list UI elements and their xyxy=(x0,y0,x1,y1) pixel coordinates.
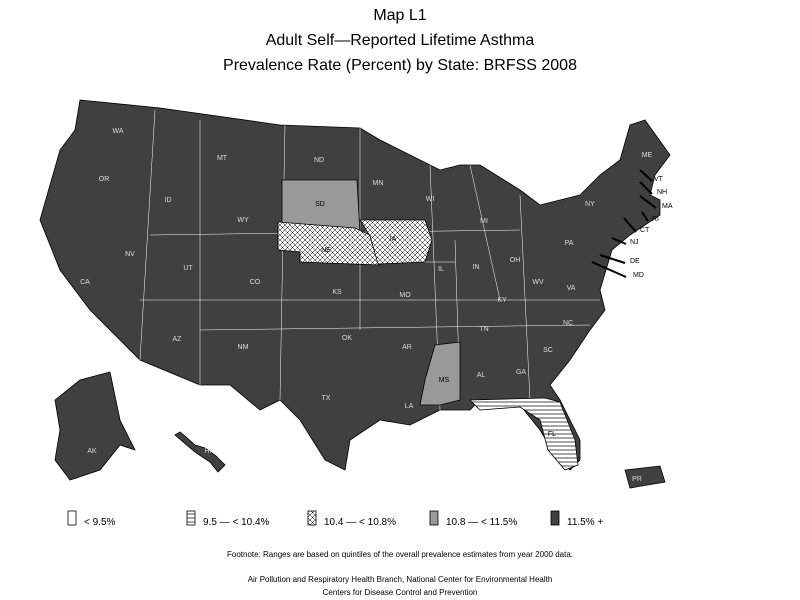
state-label: WI xyxy=(426,196,435,203)
state-border xyxy=(519,194,531,401)
state-shape xyxy=(54,371,136,481)
state-label: NJ xyxy=(630,239,639,246)
state-label: WV xyxy=(532,279,544,286)
state-label: NM xyxy=(238,344,249,351)
state-label: MI xyxy=(480,218,488,225)
leader-line xyxy=(611,237,627,245)
legend-label: 10.8 — < 11.5% xyxy=(446,517,517,528)
state-label: ID xyxy=(165,197,172,204)
state-label: AR xyxy=(402,344,412,351)
state-label: TX xyxy=(322,395,331,402)
state-label: ND xyxy=(314,157,324,164)
state-label: ME xyxy=(642,152,653,159)
state-label: MA xyxy=(662,203,673,210)
state-label: CT xyxy=(640,227,650,234)
legend-swatch xyxy=(550,510,560,526)
state-label: VA xyxy=(567,285,576,292)
state-label: MS xyxy=(439,377,450,384)
state-shape xyxy=(359,219,433,265)
state-label: SC xyxy=(543,347,553,354)
legend-label: 11.5% + xyxy=(567,517,603,528)
state-label: CO xyxy=(250,279,261,286)
state-border xyxy=(279,124,286,401)
state-label: WY xyxy=(237,217,249,224)
state-label: NC xyxy=(563,320,573,327)
leader-line xyxy=(623,217,637,233)
state-label: AZ xyxy=(173,336,183,343)
state-label: IN xyxy=(473,264,480,271)
state-label: GA xyxy=(516,369,526,376)
state-label: AK xyxy=(87,448,97,455)
legend-swatch xyxy=(307,510,317,526)
title-line: Prevalence Rate (Percent) by State: BRFS… xyxy=(223,57,577,74)
mainland xyxy=(39,99,671,471)
state-label: NH xyxy=(657,189,667,196)
state-shape xyxy=(277,221,381,266)
state-label: IL xyxy=(438,266,444,273)
state-label: NE xyxy=(321,247,331,254)
legend-label: 9.5 — < 10.4% xyxy=(203,517,270,528)
state-label: CA xyxy=(80,279,90,286)
credit-line: Air Pollution and Respiratory Health Bra… xyxy=(248,575,553,584)
footnote: Footnote: Ranges are based on quintiles … xyxy=(227,550,573,559)
state-border xyxy=(469,164,501,301)
state-label: PR xyxy=(632,476,642,483)
state-label: AL xyxy=(477,372,486,379)
legend-swatch xyxy=(67,510,77,526)
leader-line xyxy=(639,169,653,182)
title-line: Map L1 xyxy=(373,7,426,24)
state-label: MO xyxy=(399,292,411,299)
state-label: PA xyxy=(565,240,574,247)
state-label: NV xyxy=(125,251,135,258)
state-shape xyxy=(624,465,666,489)
leader-line xyxy=(591,261,627,278)
state-label: OH xyxy=(510,257,521,264)
state-label: MD xyxy=(633,272,644,279)
state-shape xyxy=(174,431,226,473)
state-shape xyxy=(419,341,461,406)
state-label: MT xyxy=(217,155,228,162)
state-label: VT xyxy=(654,176,664,183)
state-label: OR xyxy=(99,176,110,183)
credit-line: Centers for Disease Control and Preventi… xyxy=(323,588,478,597)
state-label: HI xyxy=(205,448,212,455)
state-label: UT xyxy=(183,265,193,272)
state-label: KS xyxy=(332,289,342,296)
state-label: MN xyxy=(373,180,384,187)
state-label: SD xyxy=(315,201,325,208)
legend: < 9.5% 9.5 — < 10.4% 10.4 — < 10.8% 10.8 — … xyxy=(67,510,603,528)
state-border xyxy=(139,109,156,361)
state-label: NY xyxy=(585,201,595,208)
state-label: DE xyxy=(630,258,640,265)
map: WA OR CA NV ID MT WY UT AZ CO NM ND SD NE KS OK TX MN IA MO… xyxy=(39,99,673,489)
leader-line xyxy=(599,254,626,264)
state-label: FL xyxy=(548,431,556,438)
state-label: RI xyxy=(652,216,659,223)
state-label: LA xyxy=(405,403,414,410)
legend-label: 10.4 — < 10.8% xyxy=(324,517,396,528)
state-label: KY xyxy=(497,297,507,304)
state-border xyxy=(199,324,591,331)
legend-label: < 9.5% xyxy=(84,517,116,528)
legend-swatch xyxy=(429,510,439,526)
leader-line xyxy=(641,211,649,222)
title-block: Map L1 Adult Self—Reported Lifetime Asth… xyxy=(223,7,577,74)
title-line: Adult Self—Reported Lifetime Asthma xyxy=(266,32,535,49)
state-label: TN xyxy=(479,326,488,333)
leader-line xyxy=(639,181,653,195)
legend-swatch xyxy=(186,510,196,526)
state-shape xyxy=(469,397,579,471)
state-label: OK xyxy=(342,335,352,342)
state-label: IA xyxy=(390,236,397,243)
state-label: WA xyxy=(112,128,123,135)
leader-line xyxy=(639,195,657,209)
